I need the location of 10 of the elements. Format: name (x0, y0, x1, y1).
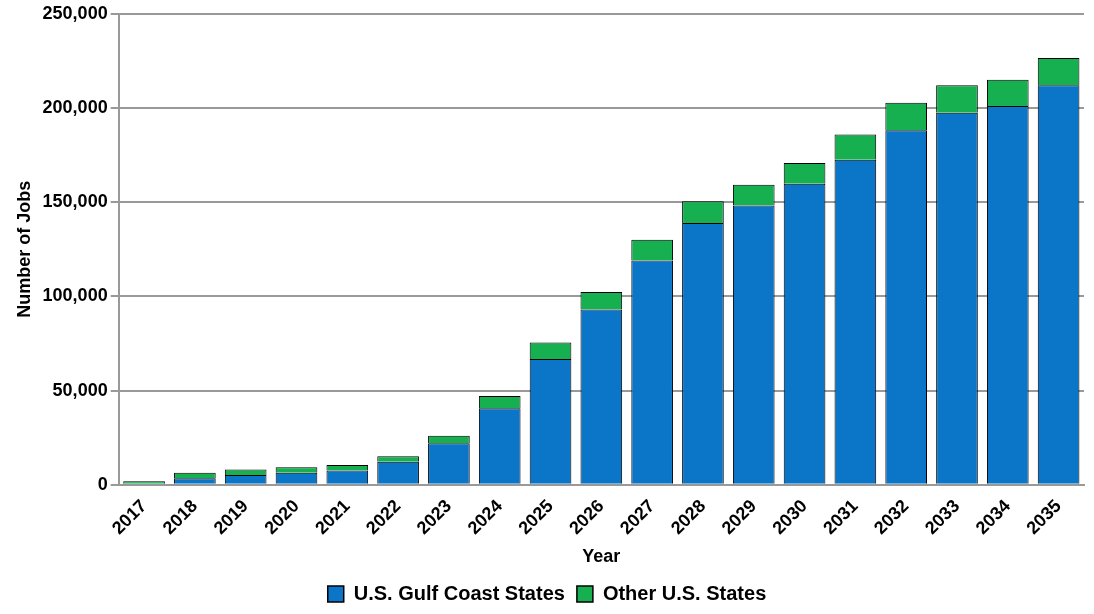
y-tick-label: 100,000 (42, 285, 108, 306)
y-tick-label: 250,000 (42, 2, 108, 23)
y-tick-label: 0 (97, 473, 108, 494)
y-tick-label: 50,000 (52, 379, 108, 400)
y-axis-title: Number of Jobs (13, 180, 34, 318)
x-axis-title: Year (582, 546, 621, 567)
legend-label: Other U.S. States (602, 581, 767, 604)
y-tick-label: 200,000 (42, 96, 108, 117)
legend-label: U.S. Gulf Coast States (353, 581, 565, 604)
y-tick-label: 150,000 (42, 191, 108, 212)
